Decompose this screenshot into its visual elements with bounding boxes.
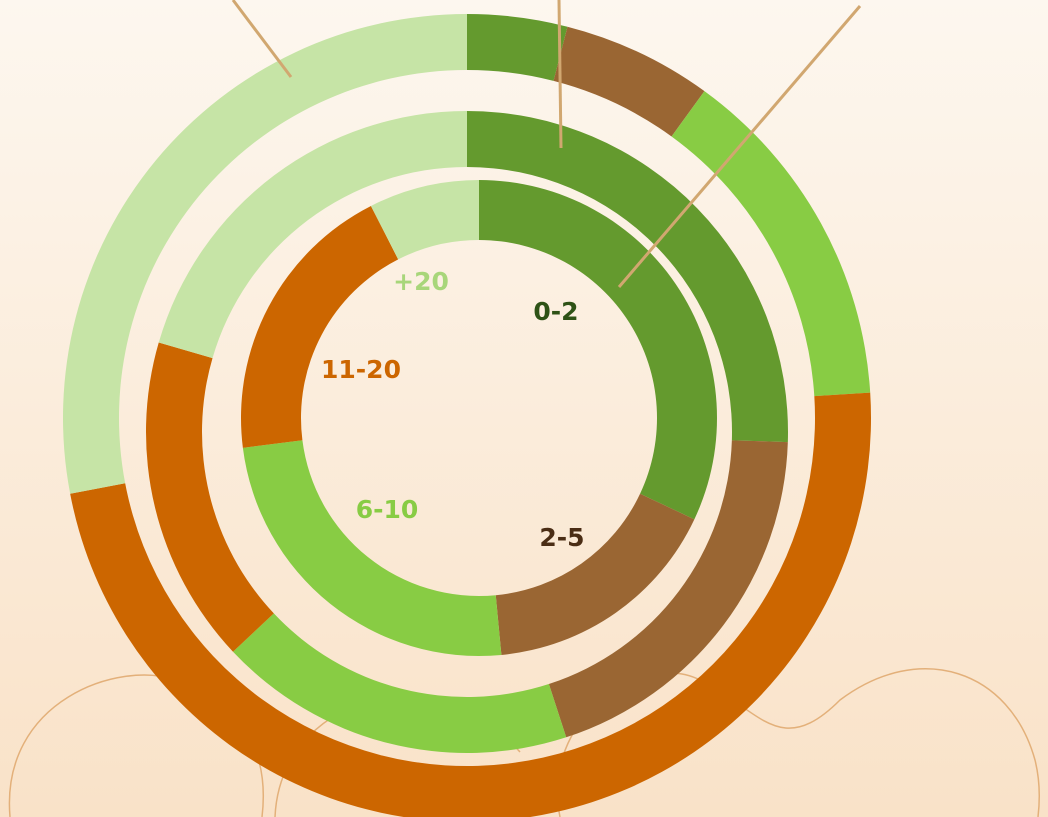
- ring-3-segment-0-2: [479, 180, 717, 520]
- ring-1-segment-11-20: [70, 392, 871, 817]
- ring-2-segment-0-2: [467, 111, 788, 443]
- ring-1-segment-2-5: [553, 26, 705, 137]
- ring-2-segment-6-10: [233, 613, 567, 753]
- ring-1-segment-+20: [62, 14, 467, 494]
- ring-1-segment-0-2: [467, 14, 568, 81]
- category-label-6-10: 6-10: [356, 495, 419, 524]
- ring-3-segment-6-10: [242, 440, 502, 656]
- leader-lines: [231, 0, 862, 288]
- category-label-0-2: 0-2: [533, 297, 578, 326]
- category-label-+20: +20: [393, 267, 449, 296]
- ring-3-segment-11-20: [240, 205, 399, 448]
- category-label-2-5: 2-5: [539, 523, 584, 552]
- ring-2-segment-+20: [158, 111, 467, 359]
- ring-3-segment-+20: [370, 180, 479, 260]
- ring-3-segment-2-5: [495, 493, 695, 655]
- ring-2-segment-2-5: [548, 440, 788, 738]
- ring-2-segment-11-20: [146, 342, 274, 652]
- category-label-11-20: 11-20: [321, 355, 401, 384]
